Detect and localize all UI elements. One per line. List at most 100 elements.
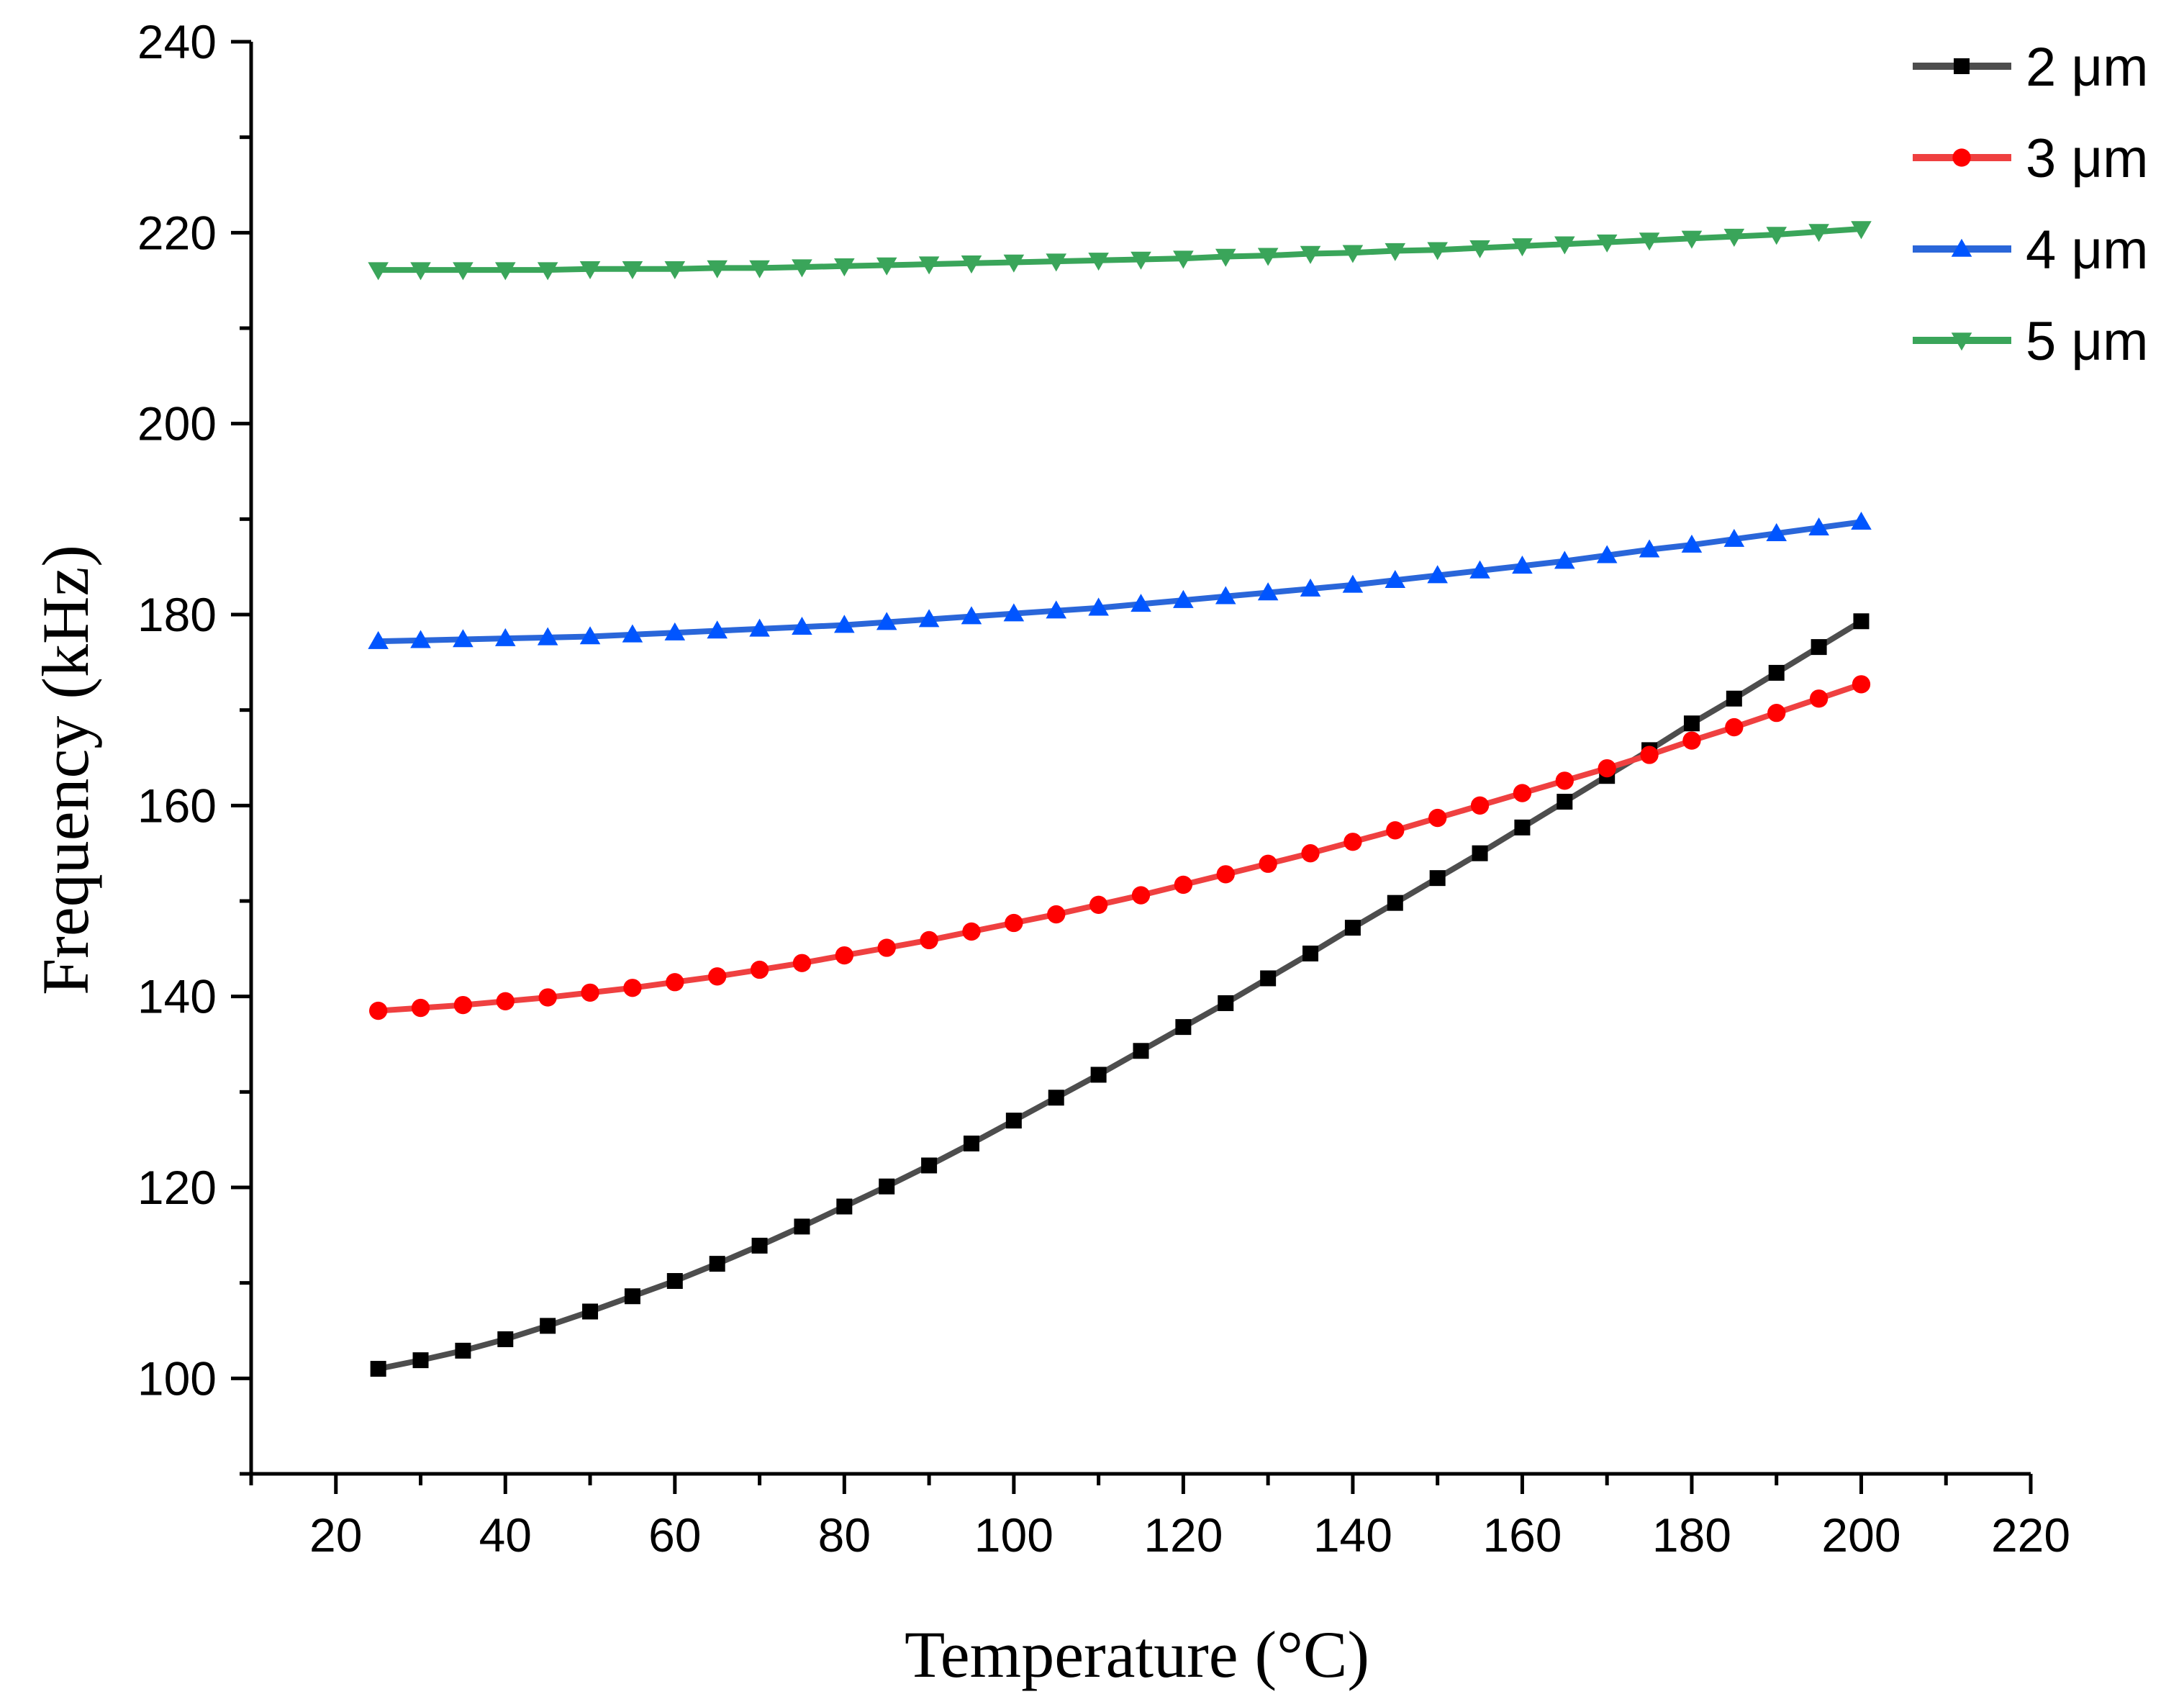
legend: 2 μm 3 μm 4 μm 5 μm <box>1913 37 2148 372</box>
series-3 <box>368 221 1872 281</box>
data-point <box>1260 970 1277 987</box>
data-point <box>1598 759 1616 778</box>
data-point <box>1088 253 1109 271</box>
data-point <box>538 988 557 1007</box>
data-point <box>1681 230 1703 249</box>
data-point <box>792 954 812 972</box>
data-point <box>1131 886 1151 905</box>
data-point <box>835 946 853 965</box>
x-tick-label: 120 <box>1143 1508 1223 1562</box>
data-point <box>750 960 769 979</box>
data-point <box>1005 913 1023 933</box>
data-point <box>1811 639 1827 656</box>
data-point <box>792 616 812 635</box>
y-tick-label: 220 <box>137 206 217 259</box>
legend-label: 4 μm <box>2026 219 2148 281</box>
data-point <box>453 262 473 281</box>
data-point <box>537 627 558 646</box>
data-point <box>368 262 389 281</box>
data-point <box>579 261 601 280</box>
data-point <box>1555 771 1574 790</box>
data-point <box>921 1157 938 1174</box>
data-point <box>1514 819 1531 836</box>
data-point <box>751 1237 768 1254</box>
data-point <box>1512 556 1533 574</box>
data-point <box>1386 821 1405 840</box>
data-point <box>537 262 558 281</box>
x-tick-label: 100 <box>974 1508 1054 1562</box>
legend-swatch-marker <box>1952 148 1971 167</box>
data-point <box>1596 545 1618 563</box>
data-point <box>497 1331 514 1347</box>
data-point <box>664 261 686 280</box>
legend-item: 2 μm <box>1913 37 2148 98</box>
data-point <box>1554 551 1575 569</box>
series-line <box>378 226 1862 273</box>
data-point <box>707 260 728 279</box>
axes: 100 120 140 160 180 200 220 240 20 40 60 80 100 120 14… <box>137 15 2070 1562</box>
data-point <box>368 630 389 649</box>
data-point <box>664 622 686 640</box>
data-point <box>1851 512 1872 530</box>
data-point <box>410 630 431 648</box>
legend-item: 4 μm <box>1913 219 2148 281</box>
data-point <box>1046 253 1067 272</box>
y-tick-label: 240 <box>137 15 217 68</box>
data-point <box>1175 1019 1192 1036</box>
data-point <box>1427 242 1448 261</box>
data-point <box>666 1273 683 1290</box>
x-axis-title: Temperature (°C) <box>905 1618 1369 1691</box>
y-axis-title: Frequency (kHz) <box>29 545 102 995</box>
x-tick-label: 180 <box>1652 1508 1731 1562</box>
data-point <box>623 979 642 997</box>
y-tick-label: 180 <box>137 588 217 641</box>
x-tick-label: 60 <box>648 1508 701 1562</box>
legend-label: 5 μm <box>2026 311 2148 372</box>
data-point <box>622 624 643 643</box>
data-point <box>1257 248 1279 266</box>
data-point <box>707 620 728 639</box>
data-point <box>1046 600 1067 619</box>
data-point <box>1469 240 1490 258</box>
data-point <box>918 609 940 628</box>
x-tick-label: 80 <box>818 1508 871 1562</box>
data-point <box>963 1135 979 1151</box>
y-tick-label: 100 <box>137 1351 217 1405</box>
data-point <box>1215 248 1236 267</box>
x-tick-label: 40 <box>479 1508 532 1562</box>
data-point <box>1300 245 1321 264</box>
data-point <box>1259 854 1277 873</box>
x-tick-label: 20 <box>309 1508 362 1562</box>
data-point <box>749 618 770 637</box>
series-2 <box>368 512 1872 649</box>
data-point <box>879 1178 895 1195</box>
data-point <box>1342 245 1364 263</box>
y-tick-label: 140 <box>137 970 217 1023</box>
data-point <box>582 1303 599 1320</box>
data-point <box>1133 1043 1149 1059</box>
data-point <box>1767 703 1786 723</box>
data-point <box>1427 565 1448 584</box>
data-point <box>876 612 897 630</box>
data-point <box>1216 865 1235 884</box>
data-point <box>918 256 940 275</box>
data-point <box>579 626 601 645</box>
data-point <box>877 938 896 957</box>
data-point <box>496 992 515 1010</box>
data-point <box>1429 870 1446 887</box>
data-point <box>1173 250 1194 269</box>
series-line <box>378 519 1862 645</box>
data-point <box>1512 238 1533 257</box>
legend-swatch-marker <box>1954 58 1970 74</box>
data-point <box>961 606 982 625</box>
data-point <box>794 1218 810 1235</box>
data-point <box>1342 574 1364 593</box>
data-point <box>1302 945 1319 961</box>
data-point <box>1683 715 1700 732</box>
data-point <box>920 931 938 950</box>
data-point <box>1853 613 1870 630</box>
data-point <box>834 258 855 277</box>
data-point <box>1090 1067 1107 1083</box>
data-point <box>1723 228 1745 247</box>
